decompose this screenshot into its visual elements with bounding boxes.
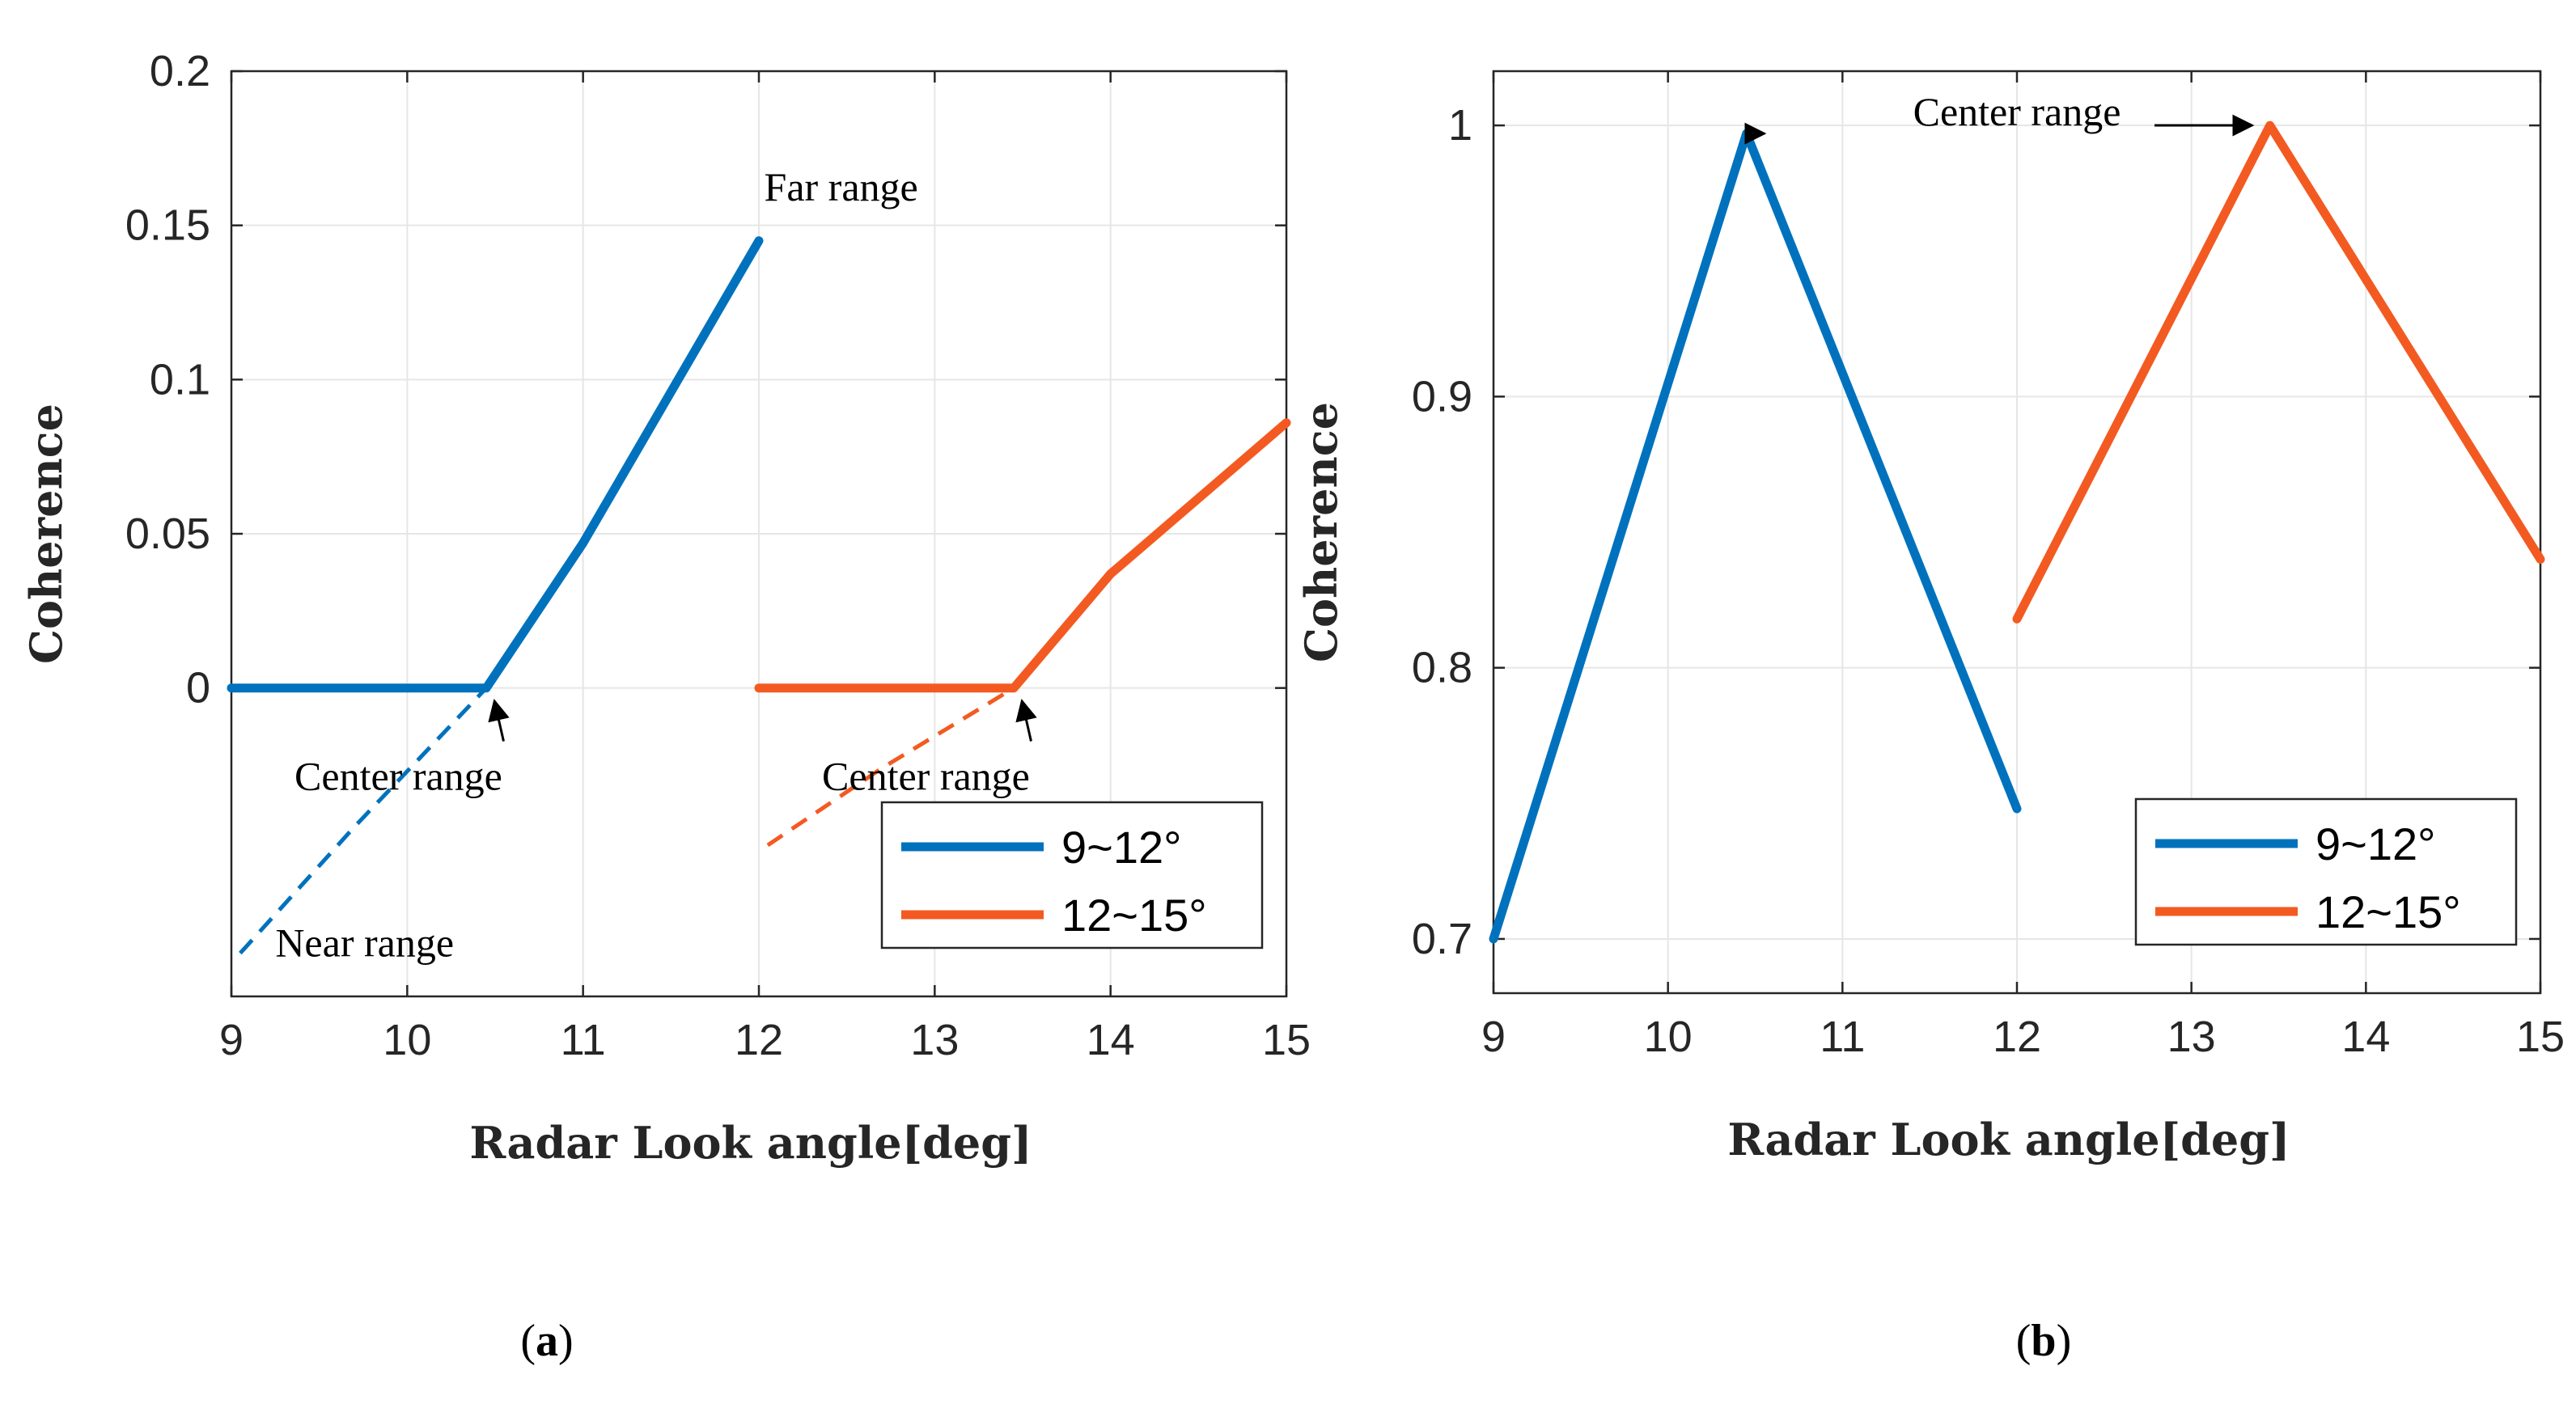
y-tick-label: 0.9 [1412, 372, 1472, 421]
x-tick-label: 9 [219, 1016, 244, 1064]
x-tick-label: 10 [1644, 1013, 1693, 1061]
x-tick-label: 13 [910, 1016, 959, 1064]
y-tick-label: 0.15 [125, 201, 210, 250]
legend-box [2134, 797, 2518, 946]
y-tick-label: 0.2 [150, 47, 210, 95]
legend-entry: 9~12° [1061, 822, 1182, 873]
x-tick-label: 15 [2516, 1013, 2565, 1061]
x-tick-label: 9 [1481, 1013, 1506, 1061]
chart-panel-b: 9 10 11 12 13 14 15 1 0.9 0.8 0.7 Center range 9~12°… [1295, 70, 2565, 1366]
y-axis-label: Coherence [20, 404, 72, 664]
series-line-0 [227, 236, 764, 693]
y-tick-label: 1 [1448, 101, 1472, 150]
x-tick-label: 15 [1262, 1016, 1311, 1064]
legend-entry: 12~15° [2315, 886, 2461, 937]
x-tick-label: 12 [735, 1016, 783, 1064]
x-tick-label: 11 [561, 1016, 606, 1064]
legend-entry: 12~15° [1061, 890, 1207, 941]
annotation-label: Far range [765, 164, 918, 209]
y-tick-label: 0.8 [1412, 644, 1472, 692]
x-axis-label: Radar Look angle[deg] [1727, 1114, 2290, 1165]
annotation-label: Center range [822, 754, 1030, 799]
legend-entry: 9~12° [2315, 818, 2436, 869]
legend-box [880, 801, 1264, 949]
x-tick-label: 14 [1087, 1016, 1135, 1064]
y-tick-label: 0.05 [125, 510, 210, 558]
series-line-2 [754, 418, 1291, 693]
x-tick-label: 12 [1993, 1013, 2041, 1061]
annotation-arrow [1015, 699, 1037, 742]
annotation-label: Near range [275, 920, 454, 965]
chart-panel-a: 9 10 11 12 13 14 15 0.2 0.15 0.1 0.05 0 Far range Cen… [20, 47, 1311, 1366]
y-tick-label: 0.7 [1412, 915, 1472, 963]
series-line-1 [2012, 121, 2545, 624]
y-tick-label: 0 [186, 664, 210, 713]
x-tick-label: 11 [1820, 1013, 1865, 1061]
x-axis-label: Radar Look angle[deg] [469, 1117, 1032, 1169]
annotation-arrow [488, 699, 510, 742]
panel-label: (b) [2016, 1316, 2071, 1366]
series-line-1 [239, 686, 488, 955]
y-tick-label: 0.1 [150, 355, 210, 404]
series-line-3 [766, 686, 1015, 848]
x-tick-label: 13 [2167, 1013, 2216, 1061]
x-tick-label: 14 [2341, 1013, 2390, 1061]
x-tick-label: 10 [383, 1016, 431, 1064]
annotation-label: Center range [294, 754, 502, 799]
annotation-label: Center range [1913, 89, 2121, 134]
panel-label: (a) [520, 1316, 573, 1366]
y-axis-label: Coherence [1295, 402, 1347, 662]
